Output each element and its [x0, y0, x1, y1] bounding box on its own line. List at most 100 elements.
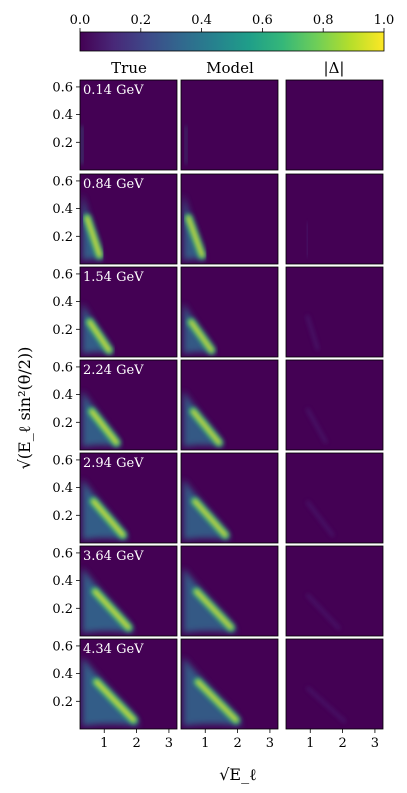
x-tick-label: 1	[306, 736, 314, 751]
x-tick-label: 3	[371, 736, 379, 751]
panel-frame	[79, 79, 178, 171]
residual-streak	[305, 222, 310, 258]
y-tick-label: 0.4	[52, 108, 73, 123]
panel-frame	[285, 79, 384, 171]
heatmap-panel-2-2	[285, 266, 384, 358]
residual-streak	[305, 315, 320, 351]
density-peak	[189, 320, 214, 353]
colorbar: 0.0 0.2 0.4 0.6 0.8 1.0	[70, 13, 395, 52]
density-peak	[89, 409, 119, 445]
panel-frame	[180, 452, 279, 544]
heatmap-panel-1-3	[180, 359, 279, 451]
y-axis-label: √(E_ℓ sin²(θ/2))	[15, 347, 34, 470]
y-tick-label: 0.6	[52, 267, 73, 282]
y-tick-label: 0.6	[52, 546, 73, 561]
colorbar-tick-label: 0.4	[191, 13, 212, 28]
x-tick-label: 3	[266, 736, 274, 751]
colorbar-tick-label: 0.0	[70, 13, 91, 28]
heatmap-panel-2-1	[285, 173, 384, 265]
heatmap-panel-0-5: 3.64 GeV	[79, 545, 178, 637]
heatmap-panel-2-5	[285, 545, 384, 637]
panel-density	[82, 193, 105, 262]
y-tick-label: 0.4	[52, 202, 73, 217]
panel-frame	[285, 545, 384, 637]
panel-background	[286, 360, 383, 450]
density-peak	[93, 589, 131, 630]
x-axis-label: √E_ℓ	[219, 765, 257, 784]
panel-frame	[180, 545, 279, 637]
heatmap-panel-0-3: 2.24 GeV	[79, 359, 178, 451]
panel-density	[305, 315, 320, 351]
column-title-model: Model	[206, 59, 254, 77]
y-tick-label: 0.6	[52, 453, 73, 468]
panel-frame	[79, 545, 178, 637]
colorbar-tick-label: 0.2	[130, 13, 151, 28]
colorbar-ticks: 0.0 0.2 0.4 0.6 0.8 1.0	[70, 13, 395, 32]
x-tick-label: 2	[338, 736, 346, 751]
residual-streak	[305, 593, 341, 631]
y-tick-label: 0.2	[52, 416, 73, 431]
panel-density	[183, 478, 230, 541]
heatmap-panel-0-1: 0.84 GeV	[79, 173, 178, 265]
heatmap-panel-2-6	[285, 638, 384, 730]
panel-density	[305, 407, 328, 444]
panel-frame	[180, 79, 279, 171]
colorbar-tick-label: 1.0	[374, 13, 395, 28]
y-tick-label: 0.2	[52, 323, 73, 338]
column-titles: True Model |Δ|	[111, 59, 344, 77]
heatmap-panel-2-3	[285, 359, 384, 451]
residual-streak	[306, 686, 347, 724]
density-sliver	[185, 126, 187, 164]
x-tick-label: 2	[132, 736, 140, 751]
heatmap-panel-2-0	[285, 79, 384, 171]
panel-frame	[79, 173, 178, 265]
panel-density	[305, 222, 310, 258]
energy-label: 1.54 GeV	[83, 270, 144, 285]
energy-label: 0.84 GeV	[83, 177, 144, 192]
panel-density	[82, 567, 134, 634]
colorbar-tick-label: 0.8	[313, 13, 334, 28]
density-peak	[191, 409, 221, 445]
heatmap-panel-0-0: 0.14 GeV	[79, 79, 178, 171]
energy-label: 0.14 GeV	[83, 83, 144, 98]
panel-frame	[285, 266, 384, 358]
y-tick-label: 0.2	[52, 509, 73, 524]
panel-background	[181, 80, 278, 170]
panel-background	[286, 267, 383, 357]
panel-density	[183, 657, 242, 727]
panel-density	[82, 478, 128, 541]
panel-frame	[285, 638, 384, 730]
panel-density	[183, 302, 216, 355]
heatmap-panel-1-2	[180, 266, 279, 358]
heatmap-panel-1-6	[180, 638, 279, 730]
panel-frame	[180, 638, 279, 730]
colorbar-bar	[79, 31, 385, 52]
y-tick-label: 0.4	[52, 388, 73, 403]
panel-background	[286, 453, 383, 543]
panel-background	[286, 639, 383, 729]
y-tick-label: 0.4	[52, 667, 73, 682]
panel-density	[305, 500, 335, 537]
density-peak	[195, 679, 238, 722]
y-tick-label: 0.6	[52, 80, 73, 95]
panel-density	[81, 126, 83, 164]
y-tick-label: 0.4	[52, 295, 73, 310]
panel-density	[183, 390, 224, 448]
column-title-delta: |Δ|	[324, 59, 345, 77]
panel-frame	[180, 359, 279, 451]
panel-density	[185, 126, 187, 164]
y-tick-label: 0.4	[52, 574, 73, 589]
heatmap-panel-1-1	[180, 173, 279, 265]
panel-frame	[180, 173, 279, 265]
x-tick-label: 1	[100, 736, 108, 751]
heatmap-panel-2-4	[285, 452, 384, 544]
energy-label: 2.94 GeV	[83, 456, 144, 471]
x-tick-label: 3	[165, 736, 173, 751]
heatmap-panel-1-0	[180, 79, 279, 171]
y-tick-label: 0.6	[52, 174, 73, 189]
heatmap-panel-0-4: 2.94 GeV	[79, 452, 178, 544]
density-peak	[186, 216, 205, 258]
density-peak	[85, 216, 102, 258]
panel-grid: 0.14 GeV 0.84 GeV 1.54 GeV 2.24 GeV 2.94 GeV…	[79, 79, 384, 730]
